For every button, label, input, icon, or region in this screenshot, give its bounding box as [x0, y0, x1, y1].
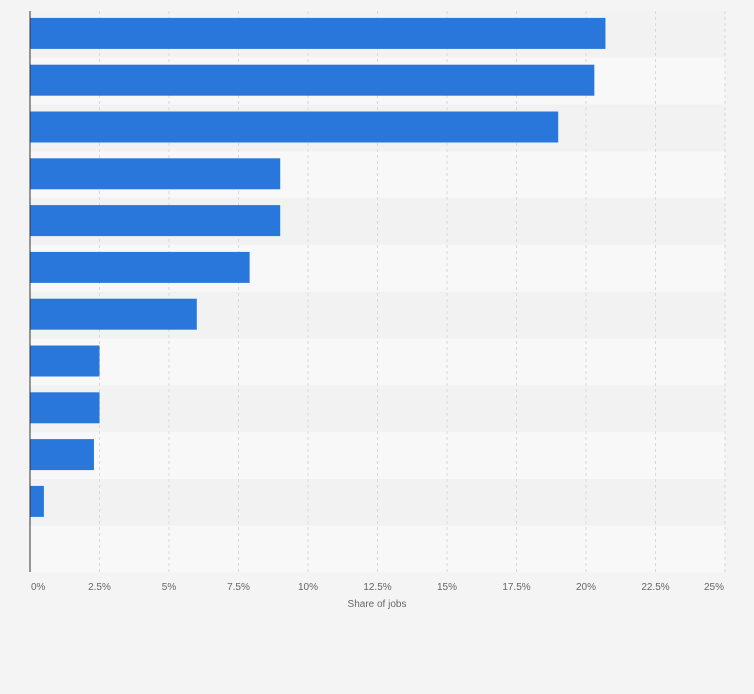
bar: [30, 158, 280, 189]
bar: [30, 299, 197, 330]
bar: [30, 112, 558, 143]
x-tick-label: 0%: [31, 582, 46, 593]
x-tick-label: 25%: [704, 582, 724, 593]
x-tick-label: 2.5%: [88, 582, 111, 593]
x-tick-labels: 0% 2.5% 5% 7.5% 10% 12.5% 15% 17.5% 20% 22.5% 25%: [31, 582, 724, 593]
x-tick-label: 7.5%: [227, 582, 250, 593]
x-axis-label: Share of jobs: [348, 599, 407, 610]
x-tick-label: 17.5%: [502, 582, 530, 593]
bar: [30, 486, 44, 517]
x-tick-label: 10%: [298, 582, 318, 593]
bar: [30, 18, 605, 49]
x-tick-label: 12.5%: [363, 582, 391, 593]
bar: [30, 439, 94, 470]
x-tick-label: 20%: [576, 582, 596, 593]
bar: [30, 392, 100, 423]
x-tick-label: 5%: [162, 582, 177, 593]
x-tick-label: 22.5%: [641, 582, 669, 593]
x-tick-label: 15%: [437, 582, 457, 593]
bar: [30, 346, 100, 377]
bar: [30, 205, 280, 236]
bar: [30, 65, 594, 96]
bar: [30, 252, 250, 283]
